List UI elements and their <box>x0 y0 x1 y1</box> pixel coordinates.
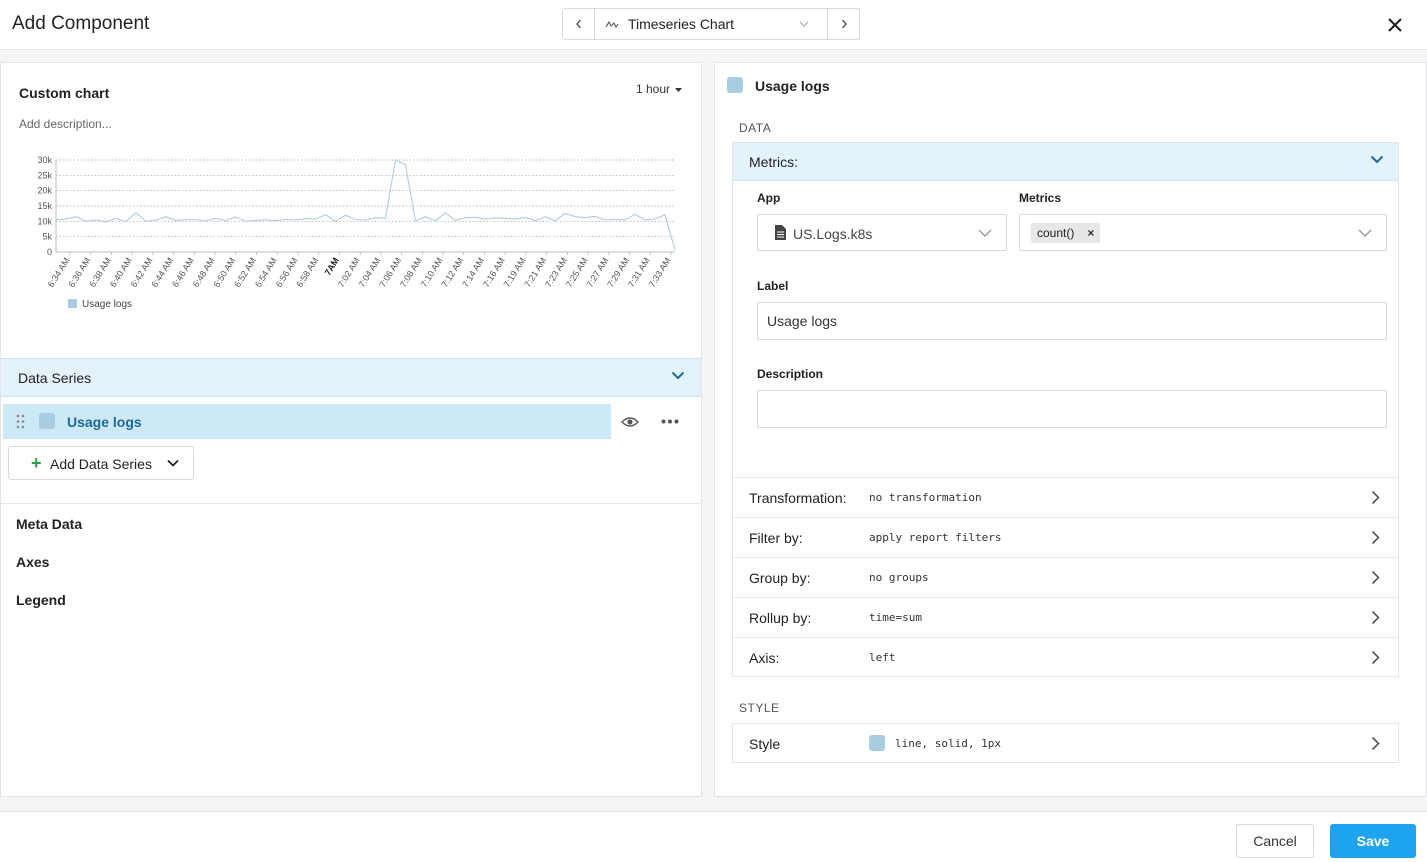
description-field-label: Description <box>757 367 824 381</box>
metrics-header-label: Metrics: <box>749 154 798 170</box>
chevron-left-icon <box>575 19 581 29</box>
y-tick-label: 15k <box>37 201 52 211</box>
dialog-header: Add Component Timeseries Chart <box>0 0 1427 50</box>
data-section-label: DATA <box>739 121 772 135</box>
timeseries-chart-icon <box>605 20 619 29</box>
option-key: Filter by: <box>749 530 803 546</box>
time-range-select[interactable]: 1 hour <box>636 82 683 96</box>
app-value: US.Logs.k8s <box>793 226 873 242</box>
chart-preview-panel: Custom chart 1 hour Add description... 0… <box>0 62 702 797</box>
chart-type-select[interactable]: Timeseries Chart <box>595 9 827 39</box>
metrics-header[interactable]: Metrics: <box>733 143 1398 181</box>
chart-type-switcher: Timeseries Chart <box>562 8 860 40</box>
time-range-label: 1 hour <box>636 82 671 96</box>
chart-type-label: Timeseries Chart <box>628 16 735 32</box>
option-key: Axis: <box>749 650 780 666</box>
option-value: no groups <box>869 571 929 584</box>
data-series-header[interactable]: Data Series <box>1 358 701 397</box>
section-legend[interactable]: Legend <box>16 592 66 608</box>
drag-handle-icon[interactable] <box>16 414 25 429</box>
add-data-series-label: Add Data Series <box>50 456 152 472</box>
eye-icon[interactable] <box>621 415 639 429</box>
style-section-label: STYLE <box>739 701 780 715</box>
data-series-title: Data Series <box>18 370 92 386</box>
option-transformation[interactable]: Transformation: no transformation <box>733 477 1398 517</box>
series-color-swatch <box>39 413 55 429</box>
y-tick-label: 0 <box>47 247 52 257</box>
more-options-icon[interactable] <box>661 419 679 424</box>
chevron-down-icon <box>167 459 179 467</box>
chevron-down-icon <box>1370 155 1384 164</box>
next-type-button[interactable] <box>827 9 859 39</box>
y-tick-label: 20k <box>37 186 52 196</box>
option-value: no transformation <box>869 491 982 504</box>
description-input[interactable] <box>757 390 1387 428</box>
option-value: apply report filters <box>869 531 1002 544</box>
legend-label: Usage logs <box>82 299 132 310</box>
y-tick-label: 10k <box>37 216 52 226</box>
series-color-swatch[interactable] <box>727 77 743 93</box>
option-key: Transformation: <box>749 490 847 506</box>
chevron-right-icon <box>1371 650 1380 665</box>
chevron-right-icon <box>1371 736 1380 751</box>
chevron-right-icon <box>1371 610 1380 625</box>
caret-down-icon <box>675 87 683 92</box>
section-axes[interactable]: Axes <box>16 554 50 570</box>
metric-chip: count() × <box>1031 223 1101 243</box>
y-tick-label: 5k <box>42 232 52 242</box>
app-select[interactable]: US.Logs.k8s <box>757 214 1007 251</box>
option-key: Group by: <box>749 570 811 586</box>
chevron-right-icon <box>1371 530 1380 545</box>
style-row[interactable]: Style line, solid, 1px <box>732 723 1399 763</box>
series-config-panel: Usage logs DATA Metrics: App US.Logs.k8s… <box>714 62 1427 797</box>
metrics-field-label: Metrics <box>1019 191 1062 205</box>
option-key: Rollup by: <box>749 610 812 626</box>
plus-icon: + <box>31 453 42 473</box>
chart-title[interactable]: Custom chart <box>19 85 110 101</box>
metrics-select[interactable]: count() × <box>1019 214 1387 251</box>
dialog-footer: Cancel Save <box>0 811 1427 862</box>
dialog-title: Add Component <box>12 13 150 34</box>
x-tick-label: 7AM <box>323 256 342 277</box>
cancel-button[interactable]: Cancel <box>1236 824 1314 858</box>
series-config-title: Usage logs <box>755 78 830 94</box>
option-value: time=sum <box>869 611 922 624</box>
chevron-right-icon <box>841 19 847 29</box>
close-icon[interactable] <box>1386 16 1404 34</box>
remove-metric-icon[interactable]: × <box>1087 226 1095 240</box>
series-line <box>55 159 676 251</box>
chevron-down-icon <box>799 21 809 27</box>
legend-swatch <box>68 299 77 308</box>
add-data-series-button[interactable]: + Add Data Series <box>8 446 194 480</box>
label-field-label: Label <box>757 279 789 293</box>
y-tick-label: 25k <box>37 170 52 180</box>
chevron-right-icon <box>1371 570 1380 585</box>
option-axis[interactable]: Axis: left <box>733 637 1398 677</box>
option-rollup-by[interactable]: Rollup by: time=sum <box>733 597 1398 637</box>
style-key: Style <box>749 736 781 752</box>
chart-description[interactable]: Add description... <box>19 117 112 131</box>
document-icon <box>775 225 786 240</box>
chevron-down-icon <box>978 229 992 237</box>
label-input[interactable]: Usage logs <box>757 302 1387 340</box>
previous-type-button[interactable] <box>563 9 595 39</box>
chevron-down-icon <box>1358 229 1372 237</box>
metrics-box: Metrics: App US.Logs.k8s Metrics count()… <box>732 142 1399 677</box>
data-series-item[interactable]: Usage logs <box>3 404 611 439</box>
series-name: Usage logs <box>67 414 142 430</box>
option-filter-by[interactable]: Filter by: apply report filters <box>733 517 1398 557</box>
chevron-right-icon <box>1371 490 1380 505</box>
section-meta-data[interactable]: Meta Data <box>16 516 83 532</box>
style-color-swatch <box>869 735 885 751</box>
option-value: left <box>869 651 896 664</box>
option-group-by[interactable]: Group by: no groups <box>733 557 1398 597</box>
chevron-down-icon <box>671 371 685 380</box>
divider <box>1 503 701 504</box>
y-tick-label: 30k <box>37 155 52 165</box>
metric-chip-label: count() <box>1037 226 1075 240</box>
app-field-label: App <box>757 191 781 205</box>
style-value: line, solid, 1px <box>895 737 1001 750</box>
save-button[interactable]: Save <box>1330 824 1416 858</box>
